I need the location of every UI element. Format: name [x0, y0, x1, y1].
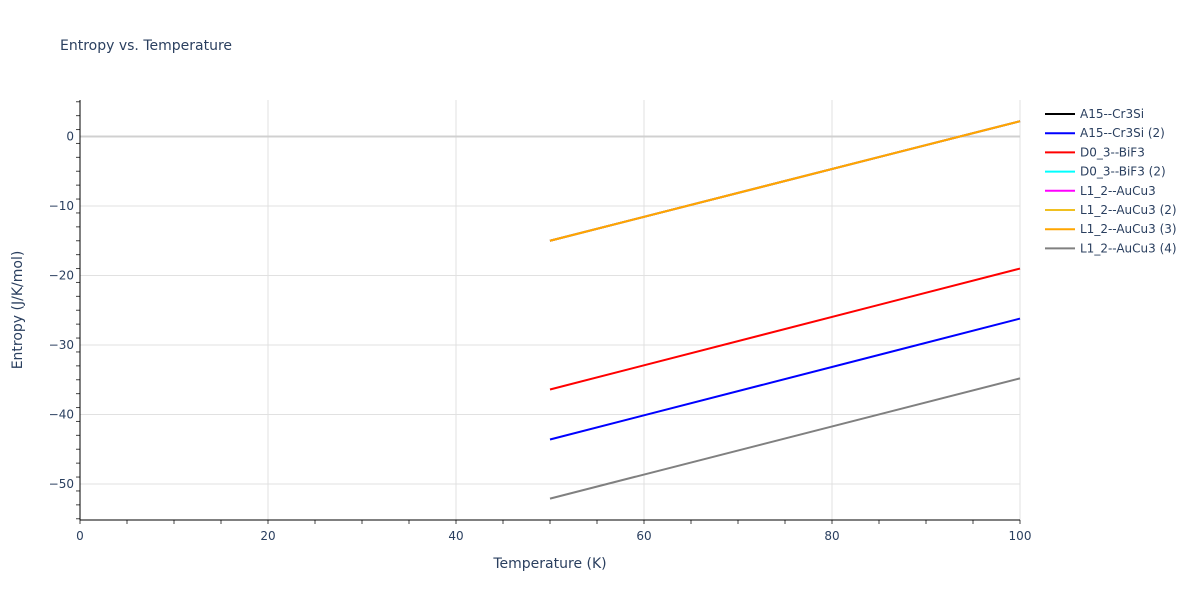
legend-label: D0_3--BiF3 (2) [1080, 165, 1166, 179]
gridlines [80, 100, 1021, 520]
series-line [549, 267, 1021, 391]
legend: A15--Cr3Si A15--Cr3Si (2) D0_3--BiF3 D0_3--… [1045, 107, 1177, 255]
legend-label: L1_2--AuCu3 (3) [1080, 222, 1177, 236]
x-tick-label: 40 [448, 529, 463, 543]
y-axis-label: Entropy (J/K/mol) [10, 251, 26, 370]
y-tick-label: −20 [49, 269, 74, 283]
legend-label: L1_2--AuCu3 [1080, 184, 1156, 198]
chart-title: Entropy vs. Temperature [60, 38, 232, 54]
x-tick-label: 20 [260, 529, 275, 543]
legend-label: D0_3--BiF3 [1080, 145, 1145, 159]
y-tick-label: −10 [49, 199, 74, 213]
series-line [549, 377, 1021, 500]
x-tick-label: 100 [1009, 529, 1032, 543]
legend-item[interactable]: A15--Cr3Si (2) [1045, 126, 1165, 140]
legend-label: A15--Cr3Si (2) [1080, 126, 1165, 140]
legend-item[interactable]: L1_2--AuCu3 (2) [1045, 203, 1177, 217]
legend-item[interactable]: L1_2--AuCu3 (4) [1045, 241, 1177, 255]
legend-item[interactable]: L1_2--AuCu3 [1045, 184, 1156, 198]
legend-item[interactable]: D0_3--BiF3 (2) [1045, 165, 1166, 179]
y-tick-label: −50 [49, 477, 74, 491]
legend-label: A15--Cr3Si [1080, 107, 1144, 121]
series-lines [549, 120, 1021, 500]
legend-item[interactable]: A15--Cr3Si [1045, 107, 1144, 121]
y-tick-label: 0 [66, 130, 74, 144]
series-line [549, 120, 1021, 242]
legend-item[interactable]: L1_2--AuCu3 (3) [1045, 222, 1177, 236]
legend-label: L1_2--AuCu3 (2) [1080, 203, 1177, 217]
y-tick-label: −40 [49, 408, 74, 422]
axes: 0 20 40 60 80 100 0 −10 −20 −30 −40 −50 [49, 100, 1032, 543]
x-tick-label: 80 [824, 529, 839, 543]
x-tick-label: 0 [76, 529, 84, 543]
series-line [549, 317, 1021, 441]
x-tick-label: 60 [636, 529, 651, 543]
legend-item[interactable]: D0_3--BiF3 [1045, 145, 1145, 159]
y-tick-label: −30 [49, 338, 74, 352]
legend-label: L1_2--AuCu3 (4) [1080, 241, 1177, 255]
x-axis-label: Temperature (K) [492, 556, 606, 572]
